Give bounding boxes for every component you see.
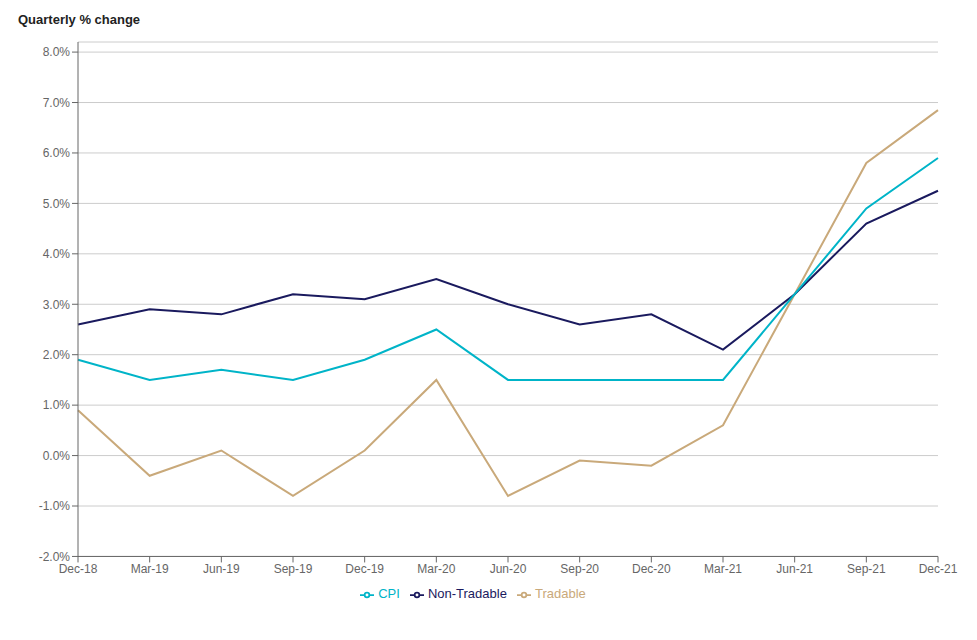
- svg-text:Jun-20: Jun-20: [490, 562, 527, 576]
- svg-text:Mar-19: Mar-19: [131, 562, 169, 576]
- html-text:Tradable: Tradable: [534, 586, 586, 602]
- svg-text:1.0%: 1.0%: [43, 398, 71, 412]
- svg-text:Dec-18: Dec-18: [59, 562, 98, 576]
- svg-text:2.0%: 2.0%: [43, 348, 71, 362]
- svg-text:Sep-19: Sep-19: [274, 562, 313, 576]
- svg-text:6.0%: 6.0%: [43, 146, 71, 160]
- svg-text:Mar-20: Mar-20: [417, 562, 455, 576]
- svg-text:Dec-21: Dec-21: [919, 562, 958, 576]
- svg-text:Jun-19: Jun-19: [203, 562, 240, 576]
- svg-text:3.0%: 3.0%: [43, 298, 71, 312]
- svg-text:Dec-19: Dec-19: [345, 562, 384, 576]
- svg-text:Dec-20: Dec-20: [632, 562, 671, 576]
- svg-text:Sep-20: Sep-20: [560, 562, 599, 576]
- html-text:Non-Tradable: Non-Tradable: [427, 586, 507, 602]
- svg-text:-2.0%: -2.0%: [39, 550, 71, 564]
- svg-text:Sep-21: Sep-21: [847, 562, 886, 576]
- svg-text:-1.0%: -1.0%: [39, 499, 71, 513]
- html-text:Quarterly % change: Quarterly % change: [18, 12, 141, 27]
- svg-text:Mar-21: Mar-21: [704, 562, 742, 576]
- svg-text:Jun-21: Jun-21: [776, 562, 813, 576]
- svg-text:4.0%: 4.0%: [43, 247, 71, 261]
- svg-text:8.0%: 8.0%: [43, 45, 71, 59]
- svg-text:0.0%: 0.0%: [43, 449, 71, 463]
- svg-text:7.0%: 7.0%: [43, 96, 71, 110]
- svg-text:5.0%: 5.0%: [43, 197, 71, 211]
- html-text:CPI: CPI: [378, 586, 400, 602]
